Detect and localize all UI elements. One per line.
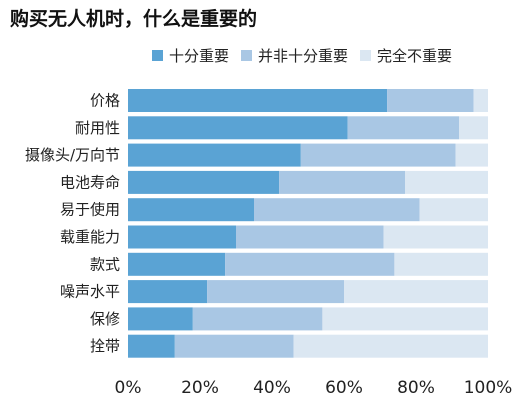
x-tick-label: 80% xyxy=(397,378,435,398)
bar-segment xyxy=(236,225,384,249)
bar-segment xyxy=(405,170,488,194)
x-tick-label: 60% xyxy=(325,378,363,398)
bar-segment xyxy=(419,198,488,222)
bar-segment xyxy=(347,116,460,140)
bar-segment xyxy=(174,334,294,358)
bar-segment xyxy=(300,143,456,167)
bar-segment xyxy=(128,89,388,112)
bar-segment xyxy=(344,280,488,304)
category-label: 保修 xyxy=(90,310,120,328)
bar-segment xyxy=(128,170,280,194)
category-label: 款式 xyxy=(90,255,120,273)
category-label: 易于使用 xyxy=(60,201,120,219)
legend-swatch-very-important xyxy=(152,49,163,61)
bar-segment xyxy=(128,198,254,222)
legend-label-not-very-important: 并非十分重要 xyxy=(258,46,349,65)
legend-label-very-important: 十分重要 xyxy=(169,46,230,65)
category-label: 电池寿命 xyxy=(60,173,120,191)
chart-title: 购买无人机时，什么是重要的 xyxy=(10,8,258,30)
legend: 十分重要 并非十分重要 完全不重要 xyxy=(152,44,464,66)
legend-label-not-important: 完全不重要 xyxy=(377,46,453,65)
bar-segment xyxy=(128,225,236,249)
bar-segment xyxy=(455,143,488,167)
bar-segment xyxy=(254,198,420,222)
bar-segment xyxy=(394,252,488,276)
category-label: 载重能力 xyxy=(60,228,120,246)
bar-segment xyxy=(128,307,193,331)
bar-segment xyxy=(128,252,226,276)
category-label: 价格 xyxy=(90,92,120,110)
bar-segment xyxy=(322,307,488,331)
legend-swatch-not-important xyxy=(360,49,372,61)
bar-segment xyxy=(387,89,474,112)
bar-segment xyxy=(293,334,488,358)
bar-segment xyxy=(225,252,395,276)
x-tick-label: 40% xyxy=(253,378,291,398)
bar-segment xyxy=(128,143,301,167)
bar-segment xyxy=(473,89,488,112)
bar-segment xyxy=(279,170,406,194)
legend-swatch-not-very-important xyxy=(241,49,253,61)
legend-item-very-important: 十分重要 xyxy=(152,45,229,66)
bar-segment xyxy=(128,116,348,140)
bar-segment xyxy=(459,116,488,140)
x-tick-label: 20% xyxy=(181,378,219,398)
bar-segment xyxy=(128,280,208,304)
legend-item-not-important: 完全不重要 xyxy=(360,45,452,66)
category-label: 摄像头/万向节 xyxy=(25,146,120,164)
bar-segment xyxy=(383,225,488,249)
x-tick-label: 0% xyxy=(115,378,142,398)
category-label: 拴带 xyxy=(90,337,120,355)
bar-segment xyxy=(128,334,175,358)
x-tick-label: 100% xyxy=(464,378,513,398)
bar-segment xyxy=(207,280,344,304)
legend-item-not-very-important: 并非十分重要 xyxy=(241,45,348,66)
category-label: 噪声水平 xyxy=(60,283,120,301)
bar-segment xyxy=(192,307,323,331)
category-label: 耐用性 xyxy=(75,119,120,137)
